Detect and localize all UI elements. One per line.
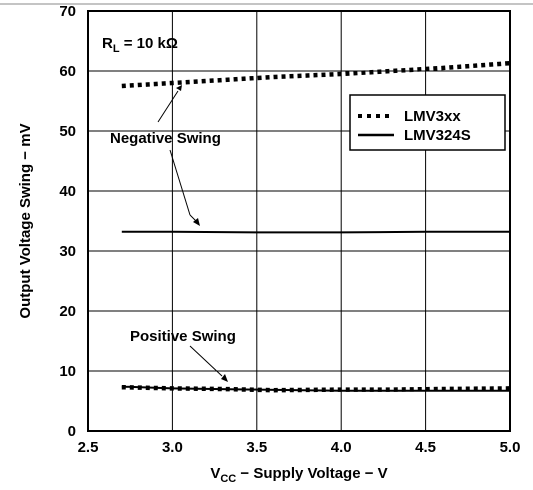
x-tick-label: 3.5 — [246, 439, 267, 456]
negative-swing-arrow-lower — [169, 149, 200, 226]
y-tick-label: 40 — [59, 183, 76, 200]
x-tick-label: 4.0 — [331, 439, 352, 456]
positive-swing-arrow — [189, 345, 228, 382]
negative-swing-arrow-upper — [157, 85, 182, 123]
y-tick-label: 20 — [59, 303, 76, 320]
y-tick-label: 50 — [59, 123, 76, 140]
x-tick-label: 2.5 — [78, 439, 99, 456]
series-line-lmv324s-negative — [121, 230, 510, 234]
legend-label-lmv324s: LMV324S — [404, 127, 471, 144]
rl-annotation: RL = 10 kΩ — [102, 35, 178, 55]
legend-box — [349, 94, 506, 151]
legend-label-lmv3xx: LMV3xx — [404, 108, 461, 125]
x-tick-label: 5.0 — [500, 439, 521, 456]
y-tick-label: 10 — [59, 363, 76, 380]
positive-swing-label: Positive Swing — [130, 328, 236, 345]
y-tick-label: 60 — [59, 63, 76, 80]
legend: LMV3xx LMV324S — [349, 94, 506, 151]
series-line-lmv324s-positive — [121, 385, 510, 392]
series-line-lmv3xx-negative — [121, 60, 511, 89]
y-tick-labels: 0 10 20 30 40 50 60 70 — [59, 3, 76, 440]
y-tick-label: 70 — [59, 3, 76, 20]
y-tick-label: 30 — [59, 243, 76, 260]
x-tick-label: 4.5 — [415, 439, 436, 456]
x-tick-label: 3.0 — [162, 439, 183, 456]
x-axis-label: VCC − Supply Voltage − V — [210, 465, 387, 485]
y-tick-label: 0 — [68, 423, 76, 440]
y-axis-label: Output Voltage Swing − mV — [17, 123, 34, 318]
series-lines — [121, 60, 511, 393]
negative-swing-label: Negative Swing — [110, 130, 221, 147]
plot-frame — [87, 10, 511, 432]
x-tick-labels: 2.5 3.0 3.5 4.0 4.5 5.0 — [78, 439, 521, 456]
